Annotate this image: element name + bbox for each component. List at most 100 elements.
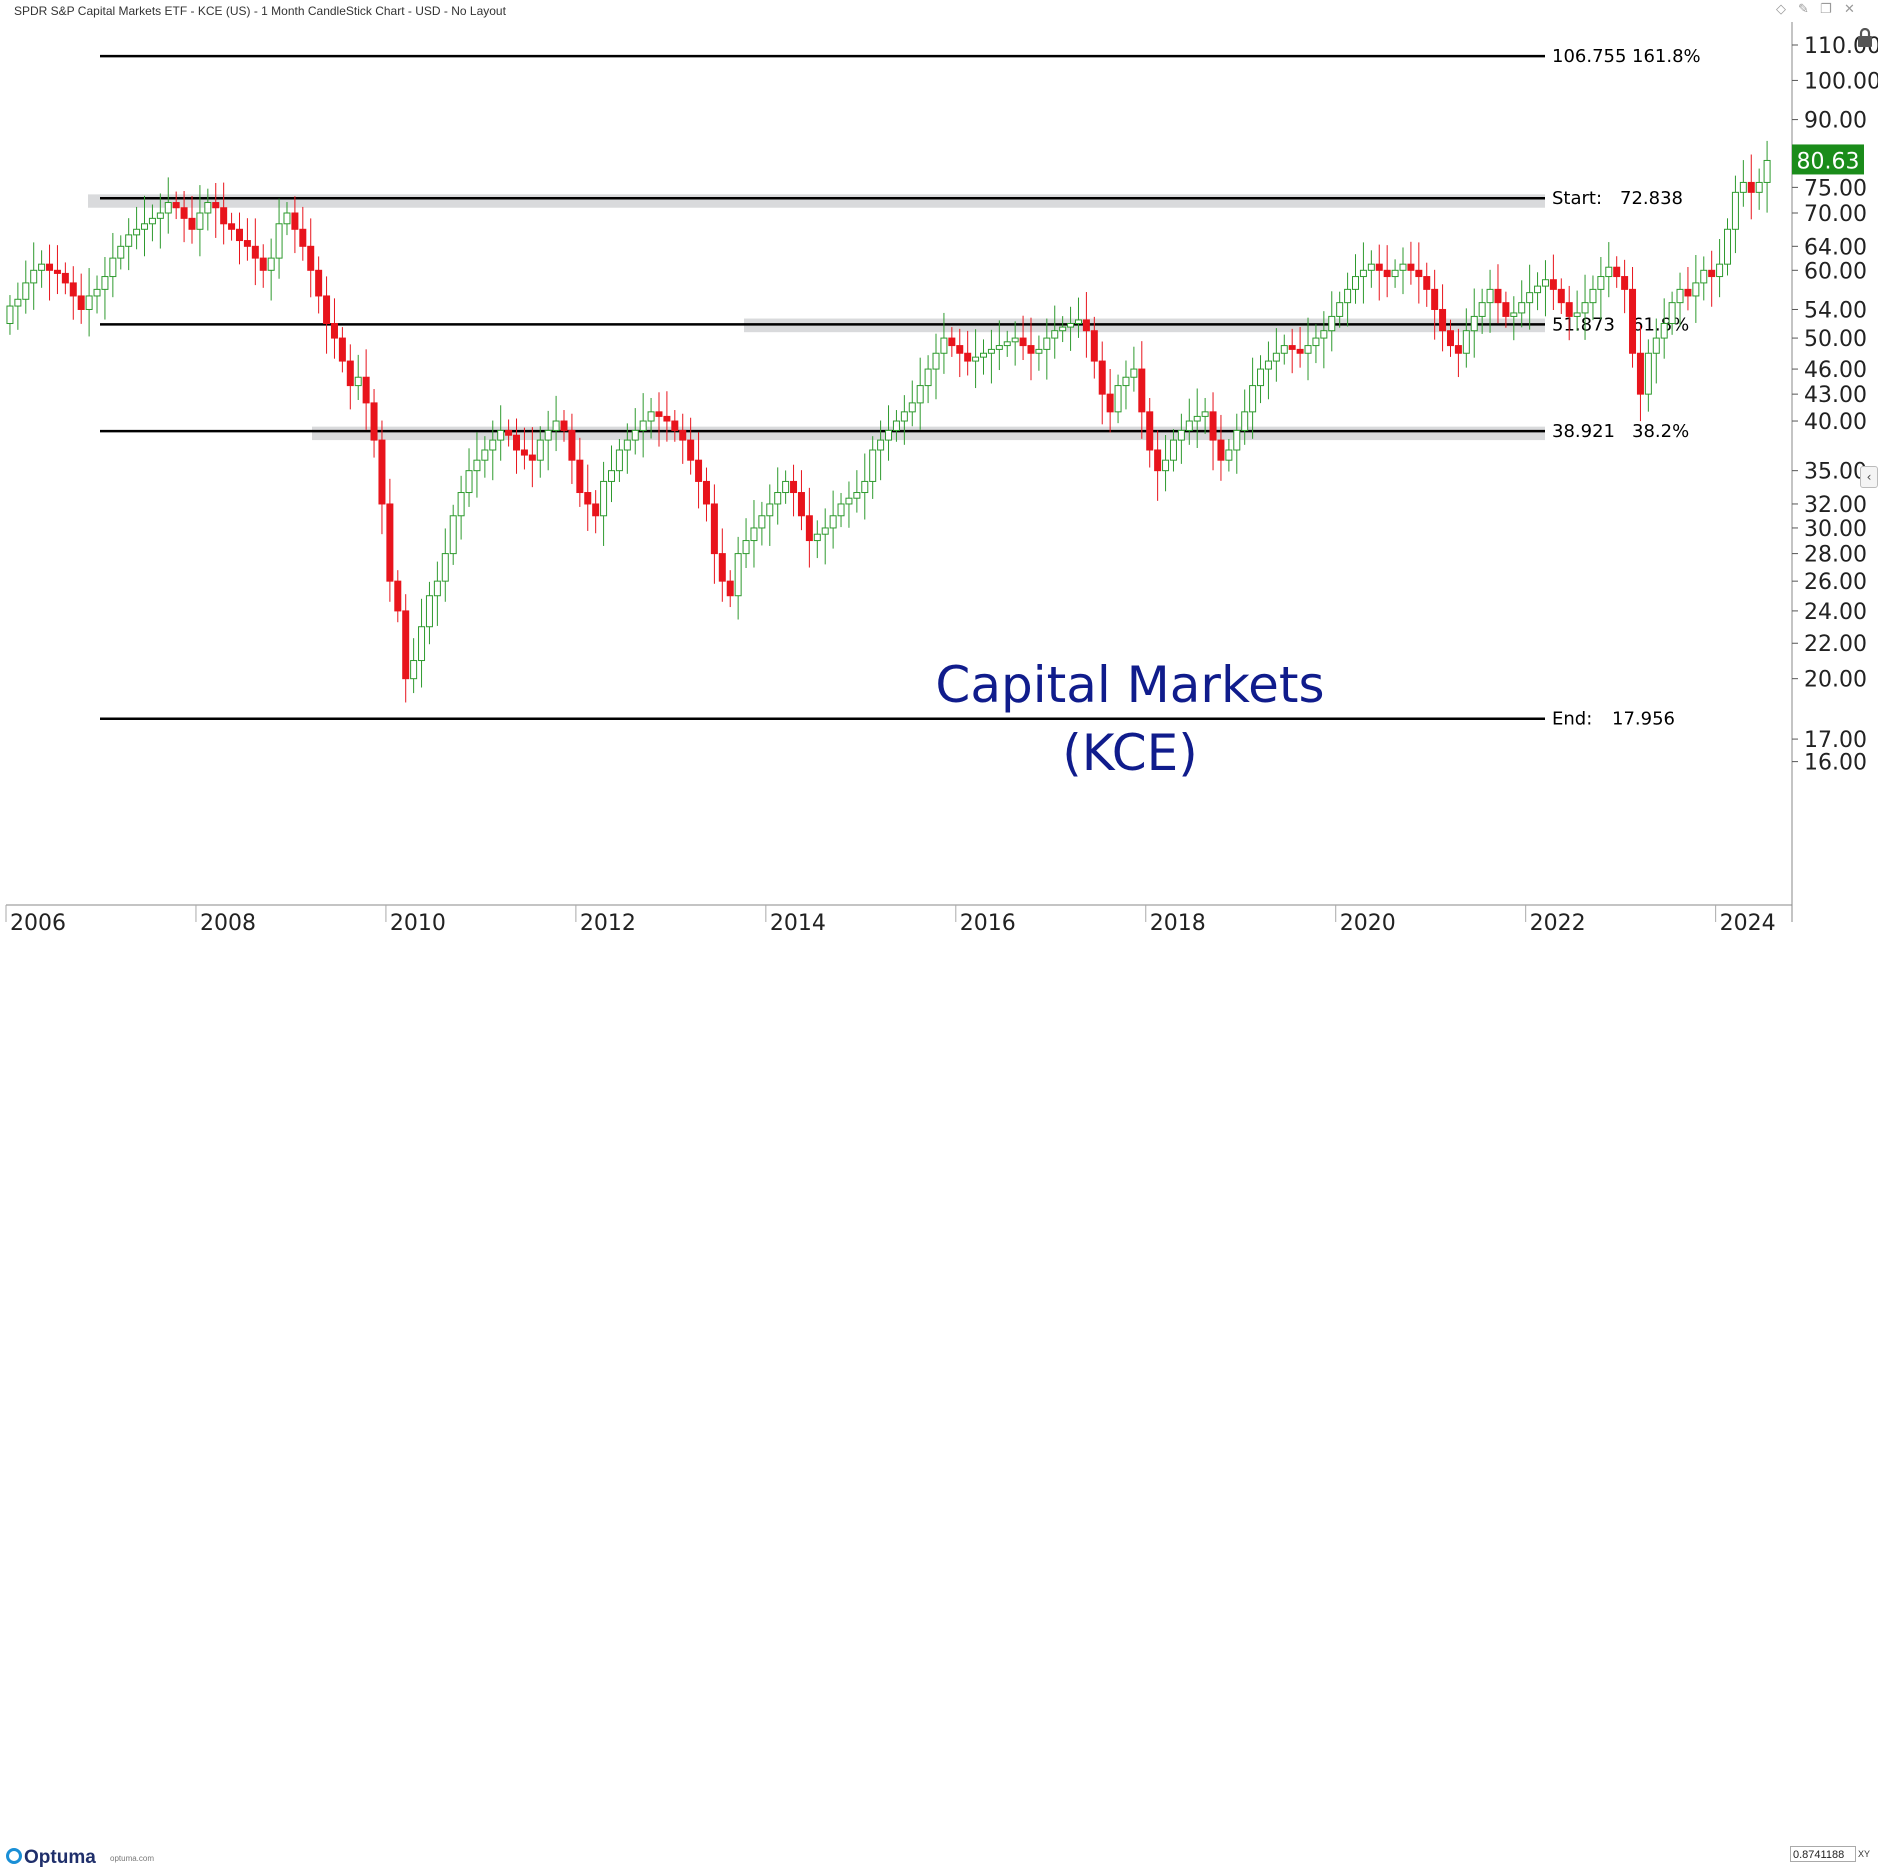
candle[interactable] [433,561,441,626]
candle[interactable] [402,594,410,703]
candle[interactable] [299,206,307,261]
candle[interactable] [790,464,798,517]
candle[interactable] [687,417,695,475]
candle[interactable] [1415,242,1423,304]
candle[interactable] [528,427,536,488]
candle[interactable] [418,598,426,688]
restore-icon[interactable]: ❐ [1820,2,1832,17]
candle[interactable] [489,420,497,481]
candle[interactable] [1098,341,1106,425]
candle[interactable] [53,245,61,295]
candle[interactable] [853,470,861,513]
zoom-mode-label[interactable]: XY [1858,1849,1871,1859]
candle[interactable] [639,393,647,458]
candle[interactable] [505,419,513,447]
candle[interactable] [1581,274,1589,340]
candle[interactable] [679,413,687,464]
candle[interactable] [1154,430,1162,501]
candle[interactable] [544,410,552,471]
candle[interactable] [742,518,750,569]
candle[interactable] [972,329,980,389]
candle[interactable] [235,212,243,265]
candle[interactable] [1304,317,1312,381]
candle[interactable] [568,413,576,484]
lock-icon[interactable] [1856,27,1874,53]
candle[interactable] [1051,305,1059,359]
candle[interactable] [1264,341,1272,400]
candle[interactable] [1431,269,1439,340]
candle[interactable] [220,182,228,245]
candle[interactable] [133,206,141,250]
candle[interactable] [1636,325,1644,422]
collapse-panel-icon[interactable]: ‹ [1860,466,1878,488]
candle[interactable] [1122,360,1130,410]
candle[interactable] [1106,368,1114,433]
candle[interactable] [892,410,900,442]
candle[interactable] [338,327,346,373]
candle[interactable] [1027,317,1035,381]
candle[interactable] [1470,288,1478,358]
candle[interactable] [22,260,30,314]
candle[interactable] [1272,328,1280,382]
candle[interactable] [980,339,988,375]
candle[interactable] [1557,278,1565,314]
candle[interactable] [1019,315,1027,360]
candle[interactable] [1716,239,1724,298]
candle[interactable] [1067,306,1075,351]
candle[interactable] [156,193,164,249]
candle[interactable] [1613,256,1621,288]
candle[interactable] [513,418,521,474]
candle[interactable] [845,481,853,528]
candle[interactable] [473,432,481,498]
candle[interactable] [1534,272,1542,311]
candle[interactable] [1541,260,1549,317]
candle[interactable] [663,391,671,442]
candle[interactable] [718,528,726,602]
candle[interactable] [85,268,93,337]
candle[interactable] [481,436,489,478]
candle[interactable] [813,520,821,559]
candle[interactable] [1755,168,1763,210]
candle[interactable] [1668,291,1676,335]
candle[interactable] [1082,292,1090,358]
candle[interactable] [821,508,829,565]
candle[interactable] [710,484,718,584]
candle[interactable] [908,380,916,427]
candle[interactable] [774,467,782,525]
candle[interactable] [1676,272,1684,327]
candle[interactable] [362,349,370,430]
candle[interactable] [315,256,323,314]
candle[interactable] [441,528,449,602]
candle[interactable] [1407,241,1415,285]
candle[interactable] [1003,330,1011,357]
candle[interactable] [916,357,924,430]
candle[interactable] [1367,250,1375,288]
candle[interactable] [1399,247,1407,295]
candle[interactable] [948,327,956,357]
candle[interactable] [726,570,734,608]
candle[interactable] [425,581,433,645]
candle[interactable] [1629,267,1637,368]
candle[interactable] [1518,280,1526,328]
candle[interactable] [1605,242,1613,298]
candle[interactable] [940,312,948,374]
candle[interactable] [370,389,378,458]
candle[interactable] [1731,175,1739,254]
candle[interactable] [465,448,473,507]
candle[interactable] [93,275,101,314]
candle[interactable] [600,461,608,546]
candle[interactable] [1708,250,1716,307]
candle[interactable] [267,238,275,301]
candle[interactable] [1225,439,1233,472]
candle[interactable] [1193,388,1201,448]
candle[interactable] [1446,319,1454,357]
candle[interactable] [1454,328,1462,378]
candle[interactable] [805,487,813,568]
candle[interactable] [837,492,845,528]
candle[interactable] [592,490,600,534]
candle[interactable] [117,235,125,270]
candle[interactable] [69,266,77,320]
candle[interactable] [1011,321,1019,366]
candle[interactable] [584,464,592,531]
candle[interactable] [1597,257,1605,320]
